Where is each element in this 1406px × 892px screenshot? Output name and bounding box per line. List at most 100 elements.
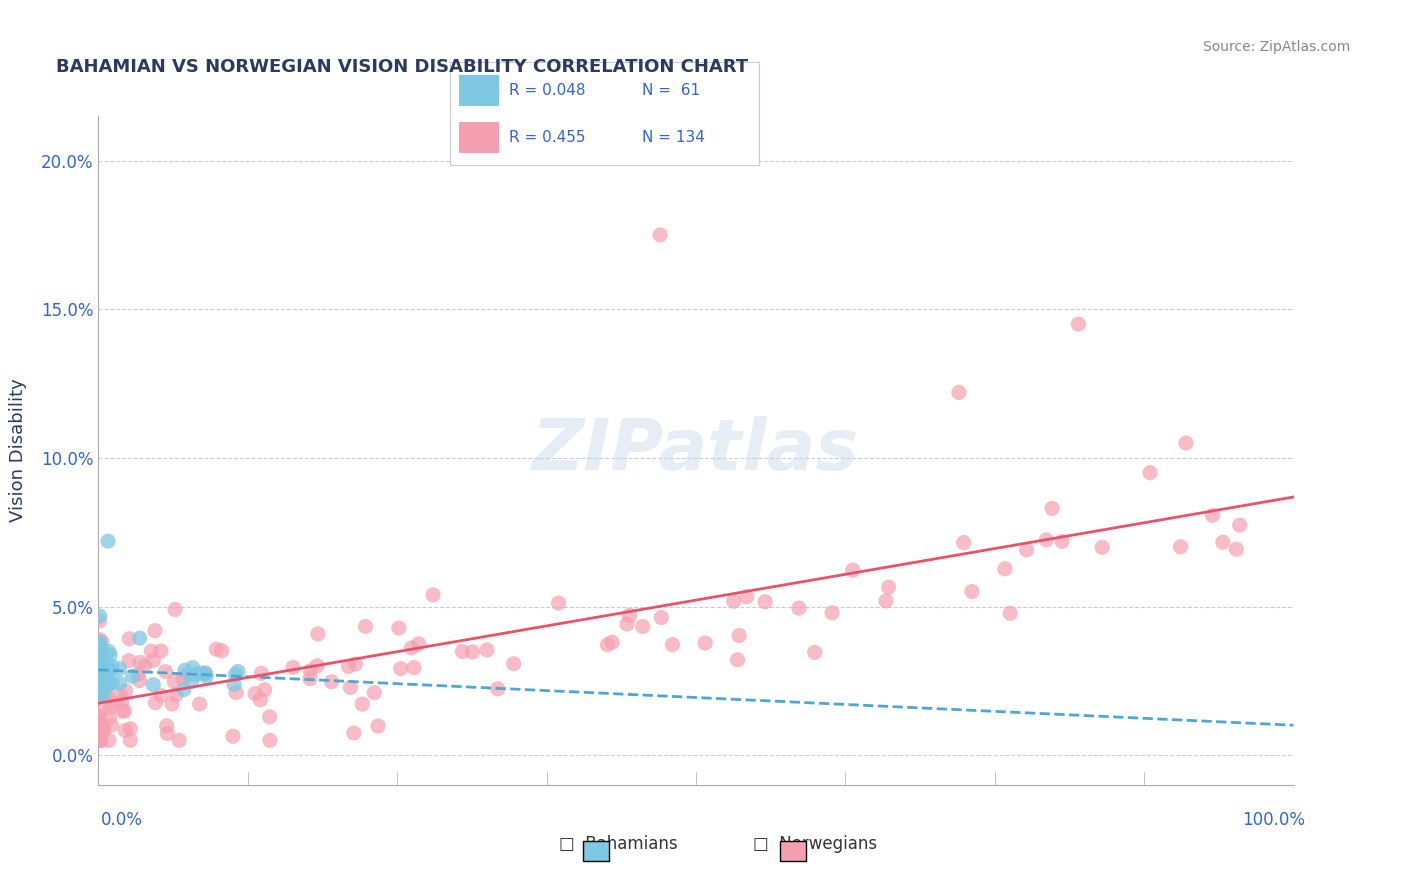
Point (101, 697, 124, 711)
Point (156, 726, 179, 740)
Text: R = 0.455: R = 0.455 (509, 130, 585, 145)
Point (723, 594, 745, 608)
Point (243, 687, 266, 701)
Point (93, 678, 115, 692)
Point (89, 635, 111, 649)
Text: N = 134: N = 134 (641, 130, 704, 145)
Point (89, 636, 111, 650)
Point (120, 733, 142, 747)
Point (222, 729, 245, 743)
Point (97, 690, 120, 704)
Point (89, 654, 111, 668)
Point (89, 719, 111, 733)
Point (89, 657, 111, 672)
Point (127, 667, 149, 681)
Point (184, 667, 207, 681)
Point (89, 677, 111, 691)
Point (343, 726, 366, 740)
Point (253, 682, 276, 697)
Text: R = 0.048: R = 0.048 (509, 83, 585, 97)
Point (172, 672, 194, 686)
Point (1139, 466, 1161, 480)
Point (98, 648, 121, 662)
Point (100, 718, 122, 732)
Point (114, 704, 136, 718)
Point (89, 644, 111, 658)
Point (259, 733, 281, 747)
Point (142, 653, 165, 667)
Text: ZIPatlas: ZIPatlas (533, 416, 859, 485)
Point (89, 687, 111, 701)
Point (461, 645, 484, 659)
Point (354, 619, 377, 633)
Point (96, 659, 118, 673)
Point (96, 670, 118, 684)
Point (142, 678, 165, 692)
Point (89, 632, 111, 647)
Point (89, 655, 111, 669)
Point (94, 669, 117, 683)
Point (89, 720, 111, 734)
Point (101, 675, 124, 690)
Point (108, 662, 131, 676)
Point (1175, 436, 1198, 450)
FancyBboxPatch shape (460, 122, 499, 153)
Point (89, 671, 111, 685)
Text: N =  61: N = 61 (641, 83, 700, 97)
Point (352, 697, 374, 711)
FancyBboxPatch shape (460, 75, 499, 105)
Point (89, 685, 111, 699)
Point (211, 644, 233, 658)
Point (475, 643, 498, 657)
Point (249, 693, 271, 707)
Point (948, 385, 970, 400)
Point (89, 733, 111, 747)
Point (1000, 607, 1022, 621)
Point (90, 676, 112, 690)
Point (367, 719, 389, 733)
Point (89, 680, 111, 694)
Point (89, 679, 111, 693)
Point (97, 644, 120, 658)
Point (89, 680, 111, 694)
Point (89, 609, 111, 624)
Point (727, 653, 749, 667)
Point (89, 679, 111, 693)
Point (114, 684, 136, 698)
Point (145, 696, 167, 710)
Point (1212, 535, 1234, 549)
Point (89, 651, 111, 665)
Point (299, 664, 322, 678)
Point (93, 673, 115, 687)
Text: □  Bahamians: □ Bahamians (560, 835, 678, 853)
Point (1201, 508, 1223, 523)
Point (111, 695, 134, 709)
Y-axis label: Vision Disability: Vision Disability (10, 378, 27, 523)
Point (91, 687, 114, 701)
Point (190, 665, 212, 680)
Point (98, 711, 121, 725)
Point (754, 595, 776, 609)
Point (89, 666, 111, 681)
Point (94, 688, 117, 702)
Point (128, 631, 150, 645)
Point (89, 733, 111, 747)
Point (98, 678, 121, 692)
Point (224, 677, 246, 691)
Point (96, 679, 118, 693)
Point (1225, 542, 1247, 557)
Point (128, 673, 150, 688)
Point (101, 659, 124, 673)
Point (118, 654, 141, 668)
Point (163, 674, 186, 689)
Point (422, 588, 444, 602)
Point (960, 584, 983, 599)
Point (89, 704, 111, 718)
Point (150, 688, 173, 702)
Point (89, 660, 111, 674)
Point (121, 669, 143, 683)
Point (89, 709, 111, 723)
Text: BAHAMIAN VS NORWEGIAN VISION DISABILITY CORRELATION CHART: BAHAMIAN VS NORWEGIAN VISION DISABILITY … (56, 58, 748, 76)
Point (129, 656, 152, 670)
Point (339, 681, 361, 695)
